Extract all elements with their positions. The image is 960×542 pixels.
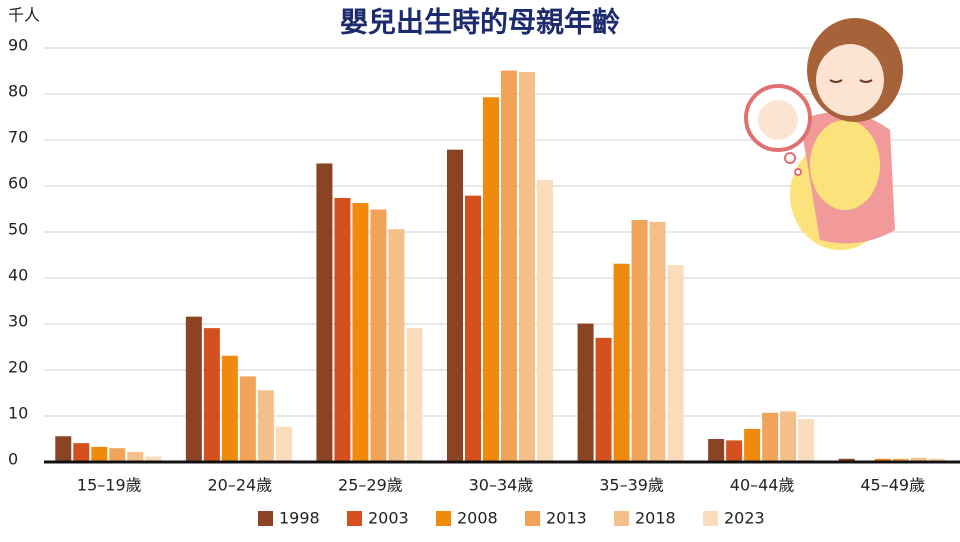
x-tick-label: 45–49歲 [860, 476, 925, 495]
eyes [829, 79, 873, 83]
bar [874, 458, 891, 462]
bar [334, 197, 351, 462]
legend-swatch [525, 511, 540, 526]
bar [708, 439, 725, 462]
y-tick-label: 70 [8, 128, 28, 147]
bar [744, 428, 761, 462]
y-unit: 千人 [8, 6, 40, 25]
legend-label: 2013 [546, 509, 587, 528]
y-tick-label: 10 [8, 404, 28, 423]
bar [127, 451, 144, 462]
illustration [744, 18, 903, 250]
bar [370, 209, 387, 462]
bar [406, 328, 423, 462]
bar [577, 323, 594, 462]
bar [595, 337, 612, 462]
x-tick-label: 30–34歲 [469, 476, 534, 495]
y-tick-label: 30 [8, 312, 28, 331]
legend-label: 2008 [457, 509, 498, 528]
bar [780, 411, 797, 462]
bar [55, 436, 72, 462]
plot: 0 10 20 30 40 50 60 70 80 90 15–19歲 20–24歲 25–29歲 30–… [8, 36, 960, 528]
bar [649, 221, 666, 462]
bar [239, 376, 256, 462]
legend-label: 2018 [635, 509, 676, 528]
bar [257, 390, 274, 462]
belly-front [810, 120, 880, 210]
bar [762, 412, 779, 462]
bar [352, 203, 369, 462]
face [816, 44, 884, 116]
y-tick-label: 80 [8, 82, 28, 101]
bar [91, 446, 108, 462]
x-tick-label: 20–24歲 [207, 476, 272, 495]
y-tick-label: 40 [8, 266, 28, 285]
legend-swatch [436, 511, 451, 526]
bar [73, 443, 90, 462]
bubble-dot [784, 152, 796, 164]
legend-label: 1998 [279, 509, 320, 528]
bar [109, 448, 126, 462]
bubble-dot [794, 168, 802, 176]
bar [726, 440, 743, 462]
bar [316, 163, 333, 462]
x-tick-label: 40–44歲 [730, 476, 795, 495]
bar [483, 97, 499, 462]
legend-swatch [347, 511, 362, 526]
y-tick-label: 20 [8, 358, 28, 377]
bar [221, 355, 238, 462]
bar [203, 328, 220, 462]
legend-label: 2023 [724, 509, 765, 528]
bar [613, 263, 630, 462]
legend-swatch [703, 511, 718, 526]
baby-face [758, 100, 798, 140]
x-tick-label: 15–19歲 [77, 476, 142, 495]
chart-title: 嬰兒出生時的母親年齡 [340, 6, 620, 39]
x-tick-label: 35–39歲 [599, 476, 664, 495]
bar [838, 458, 855, 462]
bar [447, 149, 463, 462]
bar [798, 419, 815, 462]
bar [465, 195, 481, 462]
bar [388, 229, 405, 462]
bar [667, 265, 684, 462]
legend-swatch [258, 511, 273, 526]
bar [537, 180, 553, 462]
y-tick-label: 0 [8, 450, 18, 469]
bar [275, 426, 292, 462]
bar [501, 70, 517, 462]
bar [631, 220, 648, 462]
y-tick-label: 50 [8, 220, 28, 239]
y-tick-label: 60 [8, 174, 28, 193]
bar [928, 458, 945, 462]
bar [910, 457, 927, 462]
bar [185, 316, 202, 462]
legend-label: 2003 [368, 509, 409, 528]
bar [145, 456, 162, 462]
x-tick-label: 25–29歲 [338, 476, 403, 495]
bar [892, 458, 909, 462]
y-tick-label: 90 [8, 36, 28, 55]
legend-swatch [614, 511, 629, 526]
bar [519, 71, 535, 463]
